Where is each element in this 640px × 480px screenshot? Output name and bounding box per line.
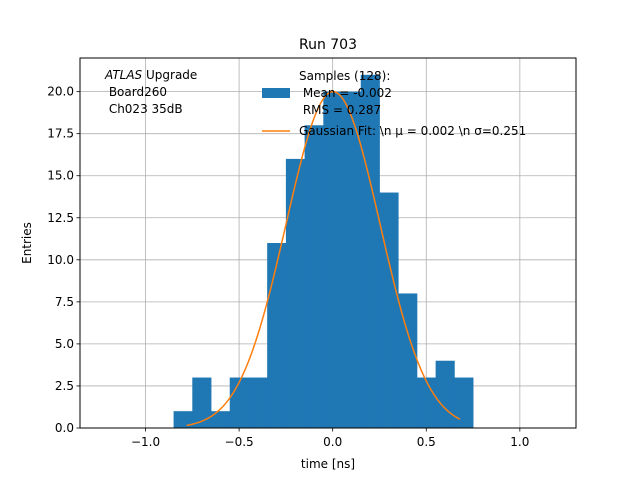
histogram-bar (342, 91, 362, 429)
x-axis-label: time [ns] (301, 457, 355, 471)
histogram-bar (248, 377, 268, 428)
annotation-upgrade: Upgrade (142, 68, 197, 82)
plot-frame (79, 57, 577, 429)
legend-fit-label: Gaussian Fit: \n μ = 0.002 \n σ=0.251 (299, 124, 526, 138)
legend-hist-line-3: RMS = 0.287 (299, 103, 381, 117)
y-axis-label: Entries (20, 222, 34, 264)
x-tick-label: 1.0 (510, 435, 529, 449)
gaussian-fit (186, 90, 461, 427)
y-tick-label: 12.5 (47, 211, 74, 225)
histogram-bar (267, 243, 287, 428)
legend: Samples (128): Mean = -0.002 RMS = 0.287… (262, 69, 526, 138)
y-tick-label: 20.0 (47, 85, 74, 99)
histogram-bars (173, 74, 474, 429)
histogram-bar (416, 377, 437, 428)
histogram-bar (435, 360, 455, 428)
histogram-bar (173, 411, 193, 428)
annotation-line-1: ATLAS Upgrade (104, 68, 197, 82)
y-axis-ticks: 0.0 2.5 5.0 7.5 10.0 12.5 15.0 17.5 20.0 (47, 85, 80, 435)
x-tick-label: 0.5 (417, 435, 436, 449)
x-tick-label: 0.0 (323, 435, 342, 449)
histogram-bar (398, 293, 418, 428)
histogram-bar (323, 91, 343, 429)
annotation-line-2: Board260 (105, 85, 167, 99)
y-tick-label: 5.0 (55, 337, 74, 351)
gaussian-fit-curve (186, 90, 461, 427)
annotation-line-3: Ch023 35dB (105, 102, 183, 116)
legend-hist-swatch (262, 88, 290, 98)
y-tick-label: 15.0 (47, 169, 74, 183)
x-axis-ticks: −1.0 −0.5 0.0 0.5 1.0 (131, 428, 529, 449)
atlas-annotation: ATLAS Upgrade Board260 Ch023 35dB (104, 68, 197, 116)
histogram-bar (379, 192, 399, 428)
annotation-atlas-italic: ATLAS (104, 68, 143, 82)
histogram-bar (229, 377, 249, 428)
histogram-bar (304, 125, 324, 428)
y-tick-label: 17.5 (47, 127, 74, 141)
legend-hist-line-2: Mean = -0.002 (299, 86, 392, 100)
histogram-bar (211, 411, 231, 428)
y-tick-label: 2.5 (55, 379, 74, 393)
histogram-bar (285, 158, 306, 428)
y-tick-label: 7.5 (55, 295, 74, 309)
legend-hist-line-1: Samples (128): (299, 69, 390, 83)
x-tick-label: −1.0 (131, 435, 160, 449)
chart-title: Run 703 (299, 37, 357, 53)
histogram-bar (192, 377, 212, 428)
histogram-bar (454, 377, 474, 428)
y-tick-label: 10.0 (47, 253, 74, 267)
y-tick-label: 0.0 (55, 421, 74, 435)
x-tick-label: −0.5 (225, 435, 254, 449)
